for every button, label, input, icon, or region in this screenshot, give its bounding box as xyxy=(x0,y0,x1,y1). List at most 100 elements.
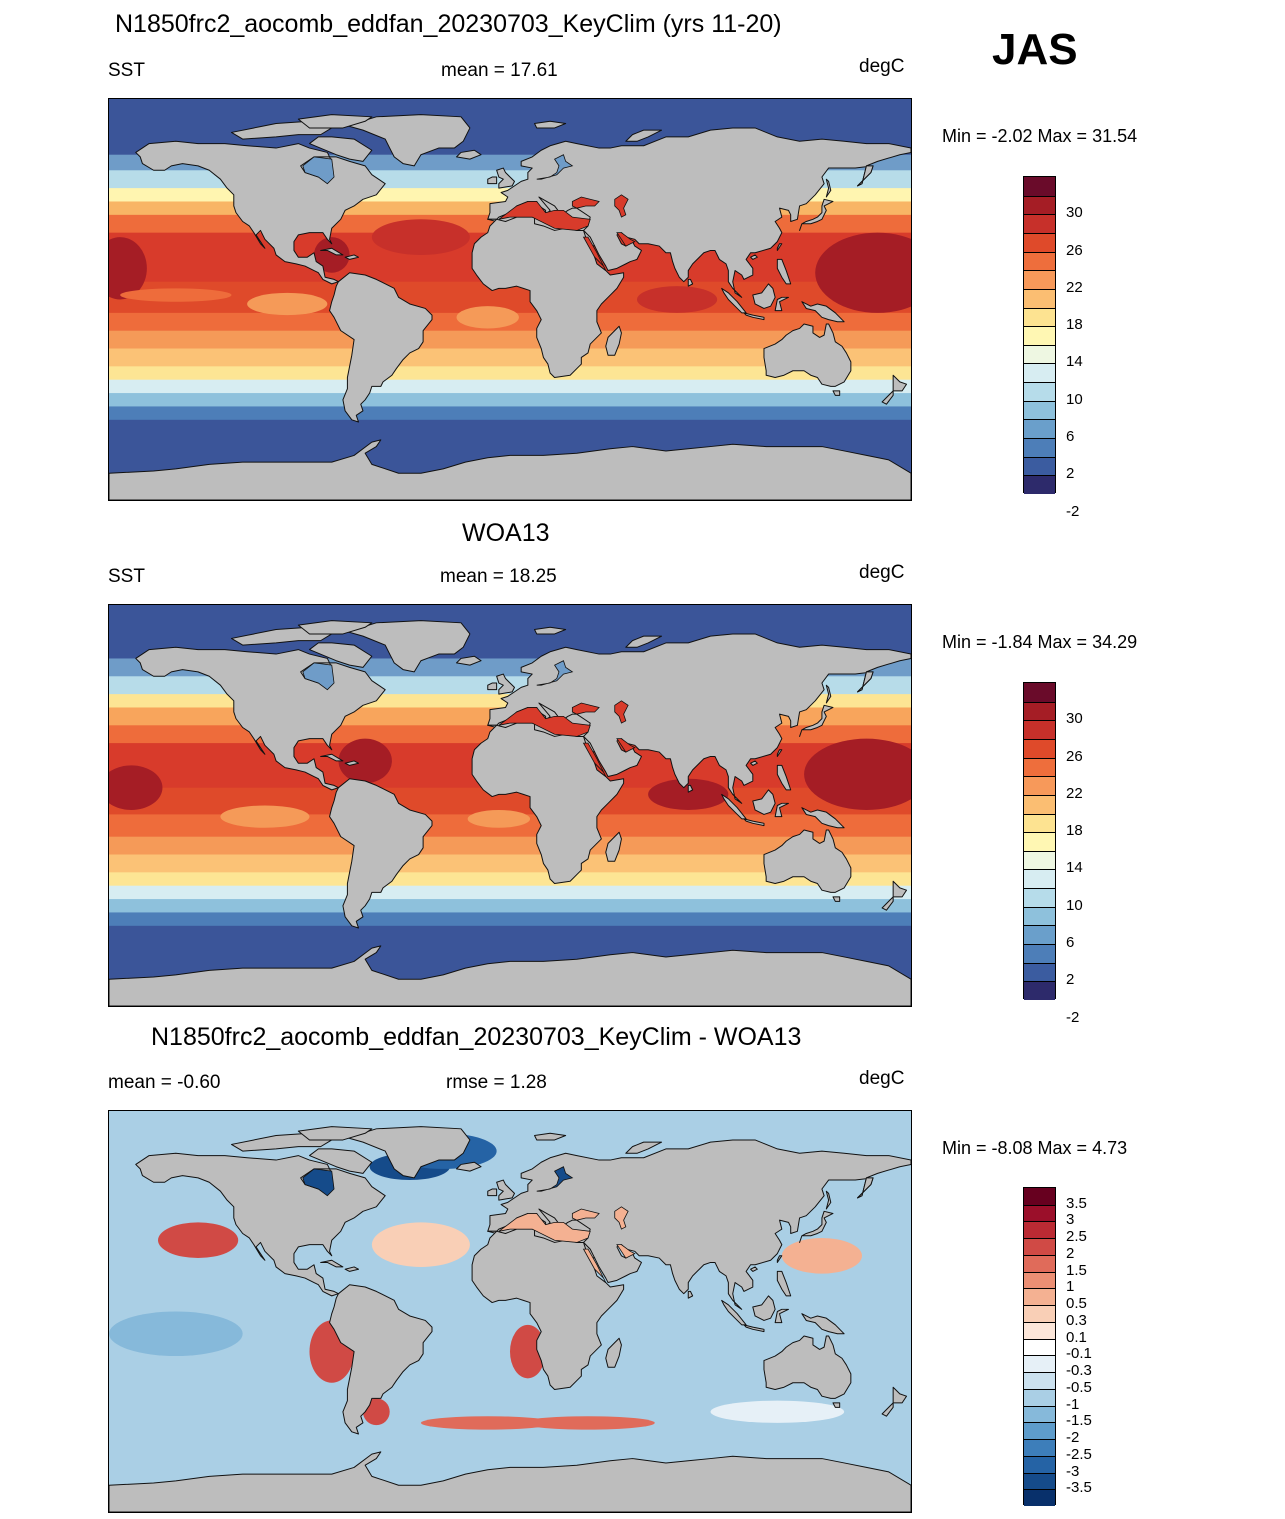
colorbar-tick-label: -2 xyxy=(1066,1429,1080,1447)
land-antarctica xyxy=(109,1451,911,1512)
land-sakhalin xyxy=(825,178,832,198)
land-madagascar xyxy=(605,1337,622,1368)
land-svalbard xyxy=(534,626,567,635)
colorbar-tick-label: 14 xyxy=(1066,353,1083,371)
colorbar-tick-label: -3.5 xyxy=(1066,1479,1092,1497)
sea-hudson xyxy=(302,662,335,691)
sea-baltic xyxy=(536,1166,574,1192)
colorbar-box xyxy=(1024,944,1055,963)
colorbar-tick-label: -0.1 xyxy=(1066,1345,1092,1363)
land-eurasia xyxy=(487,633,911,804)
land-ellesmere xyxy=(297,114,373,129)
colorbar-tick-label: 2 xyxy=(1066,1244,1075,1262)
colorbar-box xyxy=(1024,720,1055,739)
colorbar-tick-label: 14 xyxy=(1066,859,1083,877)
colorbar-box xyxy=(1024,1254,1055,1272)
land-borneo xyxy=(752,1295,776,1321)
land-hainan xyxy=(750,760,758,766)
sst-region xyxy=(109,765,163,810)
land-svalbard xyxy=(534,120,567,129)
sea-black xyxy=(571,1208,600,1221)
colorbar-box xyxy=(1024,1439,1055,1456)
sea-persian xyxy=(616,1244,636,1259)
sst-region xyxy=(371,219,470,255)
land-novaya xyxy=(625,1141,663,1154)
land-newzealand xyxy=(881,1386,908,1417)
sst-region xyxy=(648,778,729,810)
land-hispaniola xyxy=(344,1266,359,1272)
land-cuba xyxy=(320,1259,344,1268)
sst-region xyxy=(338,738,392,784)
sea-baltic xyxy=(536,660,574,686)
sst-region xyxy=(109,237,147,300)
colorbar-box xyxy=(1024,925,1055,945)
land-taiwan xyxy=(776,243,783,251)
land-samerica xyxy=(329,272,433,423)
panel1-mean-label: mean = 17.61 xyxy=(441,60,558,81)
panel3-title: N1850frc2_aocomb_eddfan_20230703_KeyClim… xyxy=(151,1023,802,1051)
colorbar-box xyxy=(1024,270,1055,289)
land-sakhalin xyxy=(825,684,832,704)
colorbar-tick-label: 1 xyxy=(1066,1278,1075,1296)
sst-band xyxy=(109,912,911,927)
panel1-minmax: Min = -2.02 Max = 31.54 xyxy=(942,126,1138,146)
sst-band xyxy=(109,366,911,381)
land-japan xyxy=(799,1210,834,1243)
sea-caspian xyxy=(614,700,629,724)
sst-region xyxy=(220,805,310,828)
colorbar-tick-label: 6 xyxy=(1066,428,1075,446)
panel2-variable-label: SST xyxy=(108,566,145,587)
land-newguinea xyxy=(801,1313,845,1335)
colorbar-tick-label: 0.5 xyxy=(1066,1295,1087,1313)
anomaly-region xyxy=(420,1416,555,1430)
land-australia xyxy=(763,1335,852,1399)
colorbar-tick-label: 30 xyxy=(1066,204,1083,222)
panel2-map-svg xyxy=(109,605,911,1006)
colorbar-box xyxy=(1024,1288,1055,1306)
land-eurasia xyxy=(487,127,911,298)
colorbar-box xyxy=(1024,1472,1055,1490)
land-hispaniola xyxy=(344,760,359,766)
panel3-colorbar xyxy=(1023,1187,1056,1506)
land-ireland xyxy=(487,682,498,691)
colorbar-box xyxy=(1024,419,1055,439)
sst-band xyxy=(109,899,911,913)
panel1-map-svg xyxy=(109,99,911,500)
sea-caspian xyxy=(614,1206,629,1230)
colorbar-box xyxy=(1024,888,1055,907)
sea-baltic xyxy=(536,154,574,180)
land-newguinea xyxy=(801,807,845,829)
colorbar-box xyxy=(1024,794,1055,814)
land-ireland xyxy=(487,176,498,185)
colorbar-tick-label: 10 xyxy=(1066,390,1083,408)
land-japan xyxy=(799,198,834,231)
land-srilanka xyxy=(687,784,694,793)
colorbar-box xyxy=(1024,981,1055,1000)
sst-band xyxy=(109,393,911,407)
sst-band xyxy=(109,379,911,394)
colorbar-box xyxy=(1024,456,1055,476)
colorbar-box xyxy=(1024,776,1055,795)
colorbar-box xyxy=(1024,326,1055,345)
colorbar-tick-label: -2 xyxy=(1066,1008,1080,1026)
sea-persian xyxy=(616,232,636,247)
land-ireland xyxy=(487,1188,498,1197)
anomaly-region xyxy=(158,1222,239,1259)
land-greenland xyxy=(346,114,471,167)
sst-band xyxy=(109,330,911,350)
anomaly-region xyxy=(599,1336,733,1399)
land-java xyxy=(743,312,765,321)
colorbar-box xyxy=(1024,382,1055,401)
land-uk xyxy=(496,673,515,695)
land-borneo xyxy=(752,789,776,815)
sea-persian xyxy=(616,738,636,753)
land-uk xyxy=(496,167,515,189)
colorbar-box xyxy=(1024,906,1055,926)
panel2-title: WOA13 xyxy=(462,519,550,547)
land-iceland xyxy=(456,149,482,160)
colorbar-tick-label: 10 xyxy=(1066,896,1083,914)
land-sumatra xyxy=(721,793,747,820)
sst-region xyxy=(313,237,350,273)
land-srilanka xyxy=(687,278,694,287)
panel1-title: N1850frc2_aocomb_eddfan_20230703_KeyClim… xyxy=(115,10,782,38)
